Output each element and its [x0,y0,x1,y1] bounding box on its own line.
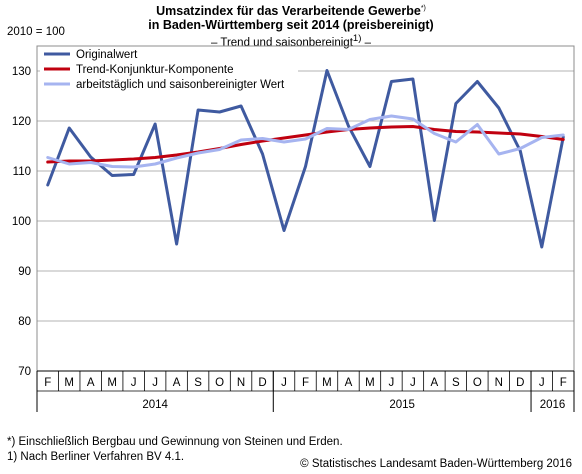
x-tick-label: J [539,377,545,389]
legend: Originalwert Trend-Konjunktur-Komponente a… [40,48,298,94]
y-tick-label: 80 [18,316,31,328]
y-tick-label: 120 [12,116,31,128]
series-line-2 [46,125,565,164]
series-line-3 [46,114,565,169]
chart-title-line1: Umsatzindex für das Verarbeitende Gewerb… [156,4,426,18]
x-tick-label: F [302,377,309,389]
series-line-1 [46,69,565,249]
x-tick-label: A [87,377,95,389]
x-tick-label: J [281,377,287,389]
x-tick-label: O [215,377,224,389]
x-tick-label: J [389,377,395,389]
x-tick-label: D [258,377,266,389]
grid-lines [36,45,575,372]
y-axis-ticks: 70 80 90 100 110 120 130 [12,66,31,378]
y-tick-label: 130 [12,66,31,78]
chart-title-line2: in Baden-Württemberg seit 2014 (preisber… [148,18,434,32]
x-tick-label: J [410,377,416,389]
footnote-1: *) Einschließlich Bergbau und Gewinnung … [7,436,343,448]
year-label: 2014 [142,399,168,411]
x-tick-label: S [452,377,460,389]
legend-label: Originalwert [76,49,138,61]
plot-frame [36,45,575,372]
y-tick-label: 70 [18,366,31,378]
year-label: 2015 [389,399,415,411]
x-tick-label: J [152,377,158,389]
y-tick-label: 100 [12,216,31,228]
x-tick-label: J [131,377,137,389]
x-tick-label: M [64,377,74,389]
year-label: 2016 [540,399,566,411]
y-tick-label: 90 [18,266,31,278]
x-tick-label: N [237,377,245,389]
y-tick-label: 110 [13,166,31,178]
x-tick-label: M [365,377,375,389]
x-tick-label: A [173,377,181,389]
x-tick-label: S [194,377,202,389]
x-tick-label: A [345,377,353,389]
copyright: © Statistisches Landesamt Baden-Württemb… [300,458,572,470]
x-tick-label: D [516,377,524,389]
series-lines [46,69,565,249]
footnote-2: 1) Nach Berliner Verfahren BV 4.1. [7,451,185,463]
x-tick-label: M [107,377,117,389]
x-tick-label: A [431,377,439,389]
x-tick-label: O [473,377,482,389]
x-tick-label: F [44,377,51,389]
x-tick-label: N [495,377,503,389]
y-axis-label: 2010 = 100 [7,26,65,38]
x-tick-label: F [560,377,567,389]
legend-label: arbeitstäglich und saisonbereinigter Wer… [76,79,285,91]
legend-label: Trend-Konjunktur-Komponente [76,64,233,76]
legend-background [40,48,298,94]
x-tick-label: M [322,377,332,389]
